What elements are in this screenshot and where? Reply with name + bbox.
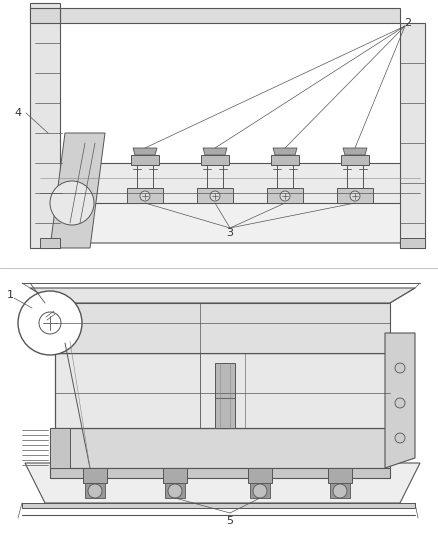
- Polygon shape: [60, 8, 400, 23]
- Polygon shape: [203, 148, 227, 155]
- Circle shape: [168, 484, 182, 498]
- Circle shape: [395, 363, 405, 373]
- Polygon shape: [25, 463, 420, 503]
- Polygon shape: [50, 428, 390, 468]
- Polygon shape: [248, 468, 272, 483]
- Polygon shape: [165, 483, 185, 498]
- Text: 2: 2: [404, 18, 412, 28]
- Polygon shape: [55, 303, 390, 353]
- Polygon shape: [131, 155, 159, 165]
- Circle shape: [18, 291, 82, 355]
- Polygon shape: [50, 468, 390, 478]
- Polygon shape: [271, 155, 299, 165]
- Circle shape: [253, 484, 267, 498]
- Polygon shape: [337, 188, 373, 203]
- Polygon shape: [55, 353, 390, 428]
- Text: 4: 4: [14, 108, 21, 118]
- Polygon shape: [83, 468, 107, 483]
- Polygon shape: [343, 148, 367, 155]
- Polygon shape: [341, 155, 369, 165]
- Polygon shape: [40, 203, 420, 243]
- Polygon shape: [400, 238, 425, 248]
- Polygon shape: [30, 8, 60, 23]
- Text: 1: 1: [7, 290, 14, 300]
- Polygon shape: [55, 333, 390, 353]
- Polygon shape: [328, 468, 352, 483]
- Circle shape: [350, 191, 360, 201]
- Polygon shape: [85, 483, 105, 498]
- Circle shape: [395, 398, 405, 408]
- Polygon shape: [330, 483, 350, 498]
- Circle shape: [50, 181, 94, 225]
- Polygon shape: [250, 483, 270, 498]
- Polygon shape: [40, 238, 60, 248]
- Polygon shape: [197, 188, 233, 203]
- Polygon shape: [30, 3, 60, 248]
- Polygon shape: [215, 363, 235, 428]
- Circle shape: [333, 484, 347, 498]
- Polygon shape: [22, 503, 415, 508]
- Polygon shape: [50, 428, 70, 468]
- Circle shape: [140, 191, 150, 201]
- Polygon shape: [400, 23, 425, 248]
- Polygon shape: [30, 288, 415, 303]
- Circle shape: [280, 191, 290, 201]
- Text: 5: 5: [226, 516, 233, 526]
- Circle shape: [88, 484, 102, 498]
- Circle shape: [395, 433, 405, 443]
- Polygon shape: [50, 133, 105, 248]
- Polygon shape: [273, 148, 297, 155]
- Circle shape: [210, 191, 220, 201]
- Polygon shape: [201, 155, 229, 165]
- Polygon shape: [385, 333, 415, 468]
- Polygon shape: [133, 148, 157, 155]
- Polygon shape: [163, 468, 187, 483]
- Polygon shape: [267, 188, 303, 203]
- Polygon shape: [127, 188, 163, 203]
- Text: 3: 3: [226, 228, 233, 238]
- Polygon shape: [40, 163, 420, 203]
